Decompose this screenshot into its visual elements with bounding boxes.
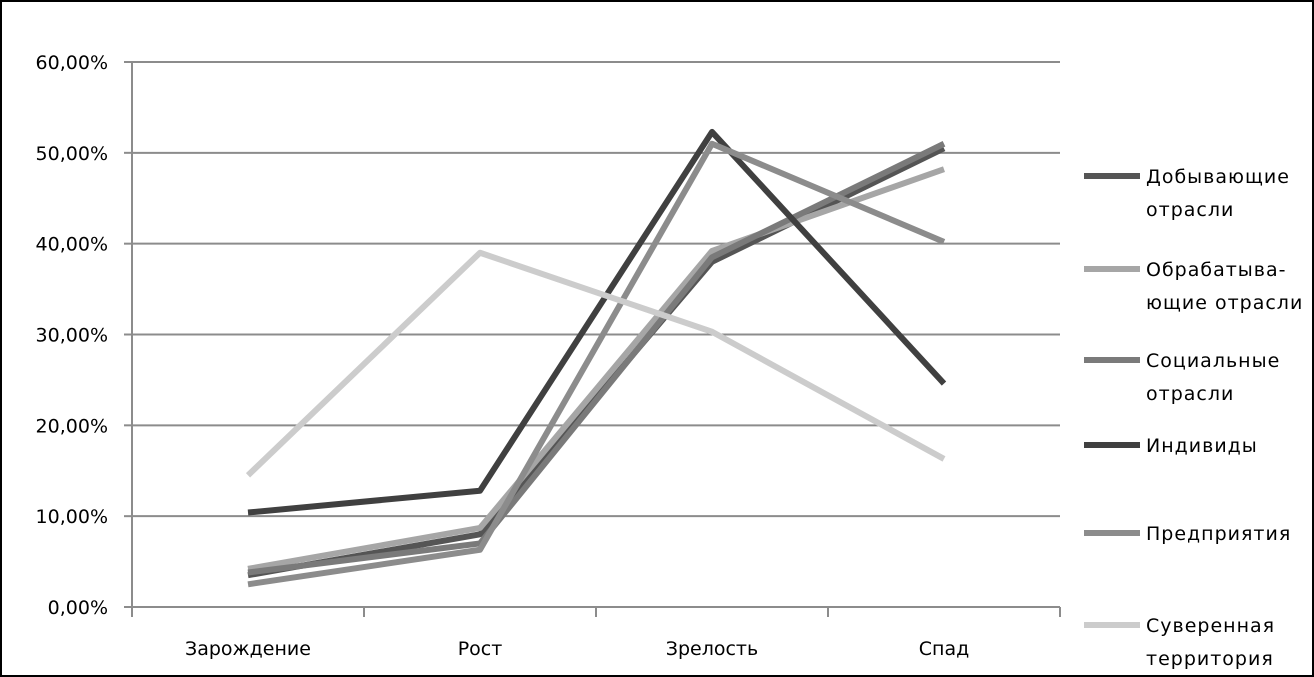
- series-line: [247, 128, 947, 516]
- y-tick-label: 10,00%: [36, 506, 108, 528]
- legend: Добывающие отрасли Обрабатыва-ющие отрасли…: [1084, 166, 1303, 670]
- legend-item: Суверенная территория: [1084, 615, 1275, 670]
- y-tick-label: 50,00%: [36, 143, 108, 165]
- legend-label: Обрабатыва-ющие отрасли: [1146, 259, 1303, 314]
- legend-item: Социальные отрасли: [1084, 350, 1280, 405]
- legend-label: Социальные отрасли: [1146, 350, 1280, 405]
- x-axis-tick-labels: Зарождение Рост Зрелость Спад: [185, 638, 969, 660]
- series-line: [247, 140, 946, 588]
- series-line: [247, 141, 946, 576]
- legend-label: Индивиды: [1146, 435, 1258, 457]
- axes: [131, 62, 1061, 617]
- legend-item: Добывающие отрасли: [1084, 166, 1290, 221]
- gridlines: [124, 61, 1060, 608]
- x-tick-label: Зарождение: [185, 638, 311, 660]
- x-tick-label: Зрелость: [666, 638, 758, 660]
- legend-item: Обрабатыва-ющие отрасли: [1084, 259, 1303, 314]
- legend-label: Добывающие отрасли: [1146, 166, 1290, 221]
- y-axis-tick-labels: 0,00% 10,00% 20,00% 30,00% 40,00% 50,00% 60,00…: [36, 52, 108, 619]
- x-tick-label: Спад: [919, 638, 969, 660]
- y-tick-label: 60,00%: [36, 52, 108, 74]
- legend-label: Суверенная территория: [1146, 615, 1275, 670]
- series-line: [245, 249, 946, 478]
- y-tick-label: 40,00%: [36, 234, 108, 256]
- y-tick-label: 0,00%: [48, 597, 108, 619]
- series-lines: [245, 128, 947, 588]
- legend-label: Предприятия: [1146, 523, 1291, 545]
- legend-item: Индивиды: [1084, 435, 1258, 457]
- y-tick-label: 30,00%: [36, 325, 108, 347]
- series-line: [247, 166, 945, 572]
- legend-item: Предприятия: [1084, 523, 1291, 545]
- y-tick-label: 20,00%: [36, 415, 108, 437]
- x-tick-label: Рост: [458, 638, 503, 660]
